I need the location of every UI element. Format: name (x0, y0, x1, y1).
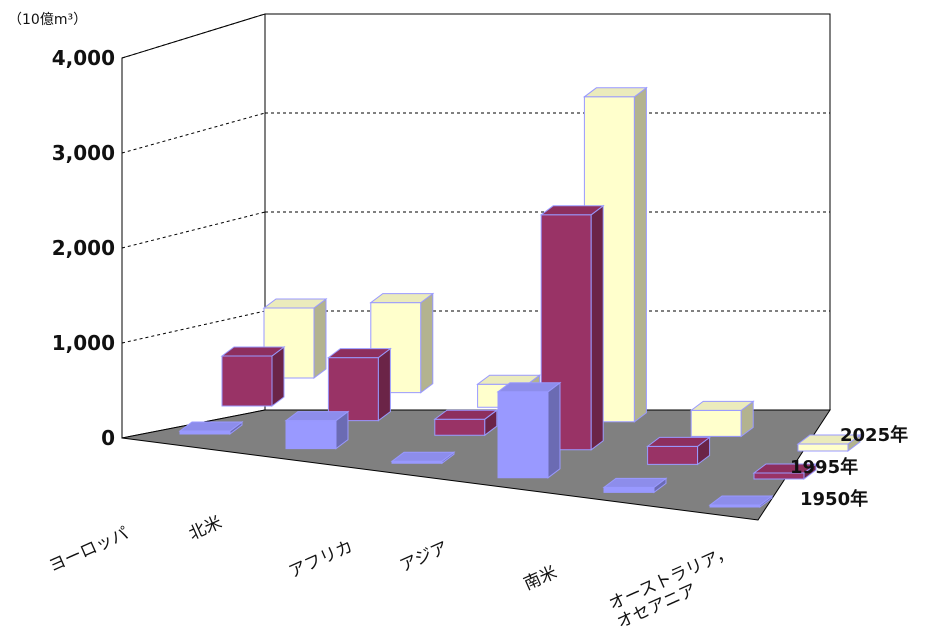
y-tick-label: 3,000 (52, 141, 115, 165)
category-label: 南米 (521, 562, 560, 594)
gridline-side (121, 112, 266, 154)
y-tick-label: 1,000 (52, 331, 115, 355)
category-label: アフリカ (286, 537, 356, 583)
unit-label: （10億m³） (8, 12, 87, 28)
series-labels: 1950年 1995年 2025年 (790, 424, 908, 510)
bar (646, 436, 712, 466)
bar (602, 477, 668, 494)
y-tick-label: 0 (101, 426, 115, 450)
bar (178, 421, 244, 435)
bars (178, 86, 862, 508)
y-tick-label: 4,000 (52, 46, 115, 70)
category-label: ヨーロッパ (46, 524, 132, 577)
bar (752, 463, 818, 480)
bar (689, 400, 755, 438)
category-label: オーストラリア，オセアニア (606, 542, 744, 633)
series-label: 2025年 (840, 424, 908, 446)
series-label: 1950年 (800, 488, 868, 510)
series-label: 1995年 (790, 456, 858, 478)
bar (433, 409, 499, 437)
bar (708, 495, 774, 508)
gridline-side (121, 310, 266, 344)
bar (284, 410, 350, 450)
gridline-side (121, 13, 266, 59)
category-label: 北米 (186, 512, 225, 544)
y-tick-label: 2,000 (52, 236, 115, 260)
bar (326, 347, 392, 422)
bar (220, 346, 286, 407)
bar (796, 434, 862, 452)
category-label: アジア (397, 538, 451, 577)
bar (390, 451, 456, 465)
y-axis-ticks: 0 1,000 2,000 3,000 4,000 (52, 46, 115, 450)
gridline-side (121, 211, 266, 249)
bar (496, 381, 562, 479)
